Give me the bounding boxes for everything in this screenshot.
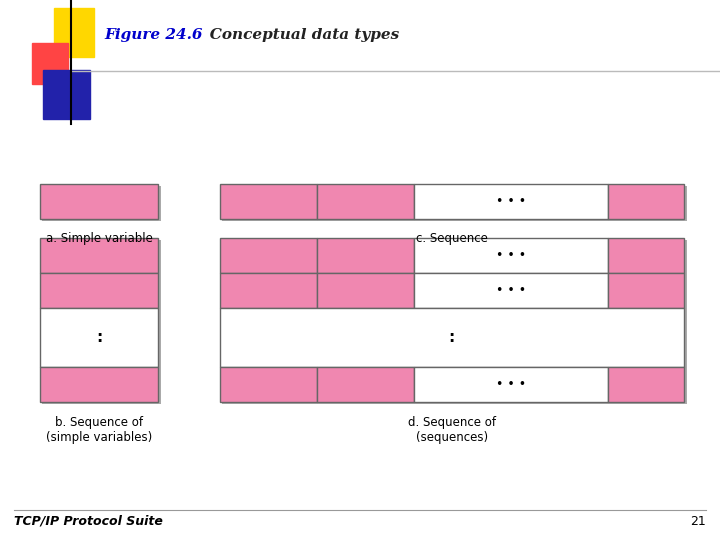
Bar	[222, 240, 687, 404]
Bar	[220, 308, 684, 367]
Text: • • •: • • •	[496, 194, 526, 208]
Bar	[608, 184, 684, 219]
Bar	[42, 240, 161, 404]
Text: d. Sequence of
(sequences): d. Sequence of (sequences)	[408, 416, 496, 444]
Text: TCP/IP Protocol Suite: TCP/IP Protocol Suite	[14, 515, 163, 528]
Bar	[317, 238, 414, 273]
Text: Conceptual data types: Conceptual data types	[194, 28, 400, 42]
Bar	[317, 367, 414, 402]
Text: a. Simple variable: a. Simple variable	[45, 232, 153, 245]
Bar	[220, 184, 317, 219]
Text: b. Sequence of
(simple variables): b. Sequence of (simple variables)	[46, 416, 152, 444]
Bar	[608, 238, 684, 273]
Text: 21: 21	[690, 515, 706, 528]
Text: :: :	[449, 330, 455, 345]
Text: Figure 24.6: Figure 24.6	[104, 28, 203, 42]
Bar	[220, 238, 317, 273]
Bar	[43, 70, 90, 119]
Bar	[414, 273, 608, 308]
Bar	[414, 184, 608, 219]
Bar	[317, 273, 414, 308]
Text: c. Sequence: c. Sequence	[416, 232, 487, 245]
Bar	[220, 273, 317, 308]
Bar	[608, 273, 684, 308]
Bar	[40, 273, 158, 308]
Bar	[32, 43, 68, 84]
Bar	[42, 186, 161, 221]
Text: :: :	[96, 330, 102, 345]
Bar	[40, 184, 158, 219]
Bar	[40, 367, 158, 402]
Bar	[40, 308, 158, 367]
Bar	[54, 8, 94, 57]
Text: • • •: • • •	[496, 378, 526, 392]
Bar	[608, 367, 684, 402]
Bar	[222, 186, 687, 221]
Bar	[317, 184, 414, 219]
Bar	[414, 367, 608, 402]
Bar	[40, 238, 158, 273]
Bar	[414, 238, 608, 273]
Text: • • •: • • •	[496, 248, 526, 262]
Bar	[220, 367, 317, 402]
Text: • • •: • • •	[496, 284, 526, 297]
